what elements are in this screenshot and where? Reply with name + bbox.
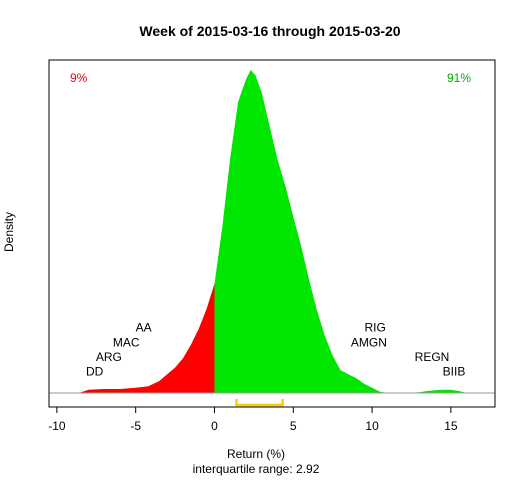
annotation-label: ARG (96, 350, 122, 364)
interquartile-range-bracket (235, 399, 284, 407)
x-axis-subtitle: interquartile range: 2.92 (193, 462, 320, 476)
annotation-label: AA (136, 321, 152, 335)
annotation-label: MAC (113, 335, 140, 349)
positive-percent-label: 91% (447, 71, 471, 85)
negative-percent-label: 9% (70, 71, 88, 85)
x-axis: -10 -5 0 5 10 15 (48, 406, 458, 433)
x-tick-label: 15 (444, 419, 458, 433)
annotation-label: AMGN (351, 335, 387, 349)
chart-title: Week of 2015-03-16 through 2015-03-20 (139, 23, 400, 39)
x-tick-label: -5 (130, 419, 141, 433)
x-tick-label: 10 (365, 419, 379, 433)
annotation-label: BIIB (443, 365, 466, 379)
annotation-label: REGN (415, 350, 450, 364)
x-axis-label: Return (%) (227, 447, 285, 461)
positive-density-area (214, 70, 467, 393)
x-tick-label: 0 (211, 419, 218, 433)
annotation-label: DD (86, 365, 104, 379)
annotation-label: RIG (365, 321, 386, 335)
x-tick-label: 5 (290, 419, 297, 433)
x-tick-label: -10 (48, 419, 66, 433)
negative-density-area (78, 283, 215, 393)
y-axis-label: Density (2, 212, 16, 252)
